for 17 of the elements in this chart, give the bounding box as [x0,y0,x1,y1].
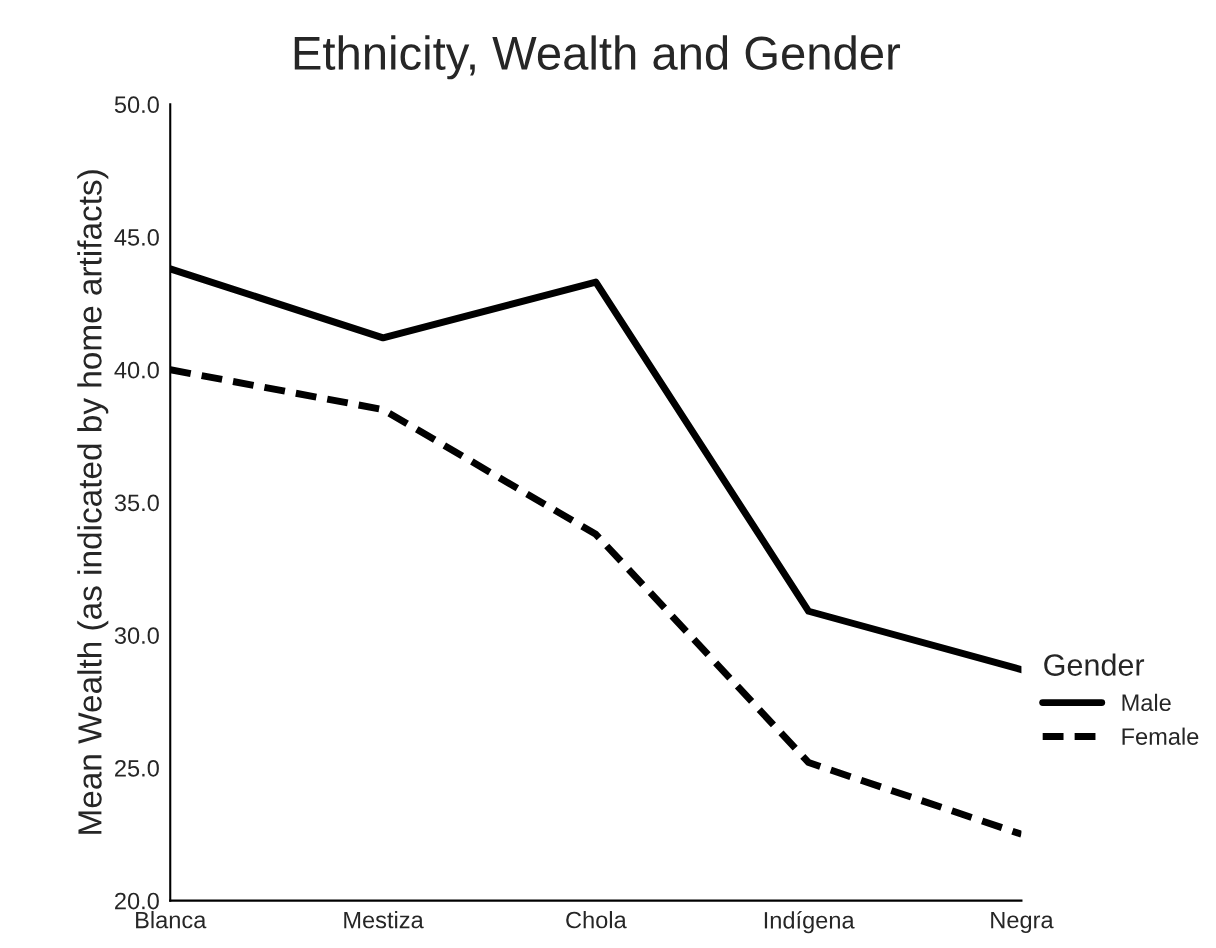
legend-label: Female [1122,727,1199,745]
y-tick-label: 30.0 [114,627,159,644]
x-tick-label: Mestiza [344,911,424,929]
x-tick-label: Indígena [764,911,855,934]
x-tick-label: Negra [991,911,1054,934]
y-tick-label: 25.0 [115,759,159,777]
y-axis-title: Mean Wealth (as indicated by home artifacts) [77,170,109,834]
legend-label: Male [1122,693,1171,712]
legend-title: Gender [1044,653,1145,676]
chart-title: Ethnicity, Wealth and Gender [294,35,901,80]
y-tick-label: 45.0 [114,229,159,246]
y-tick-label: 50.0 [114,96,159,114]
y-tick-label: 20.0 [115,892,159,910]
x-tick-label: Blanca [136,911,207,929]
y-tick-label: 35.0 [114,494,159,512]
y-tick-label: 40.0 [114,361,159,379]
x-tick-label: Chola [566,911,627,929]
